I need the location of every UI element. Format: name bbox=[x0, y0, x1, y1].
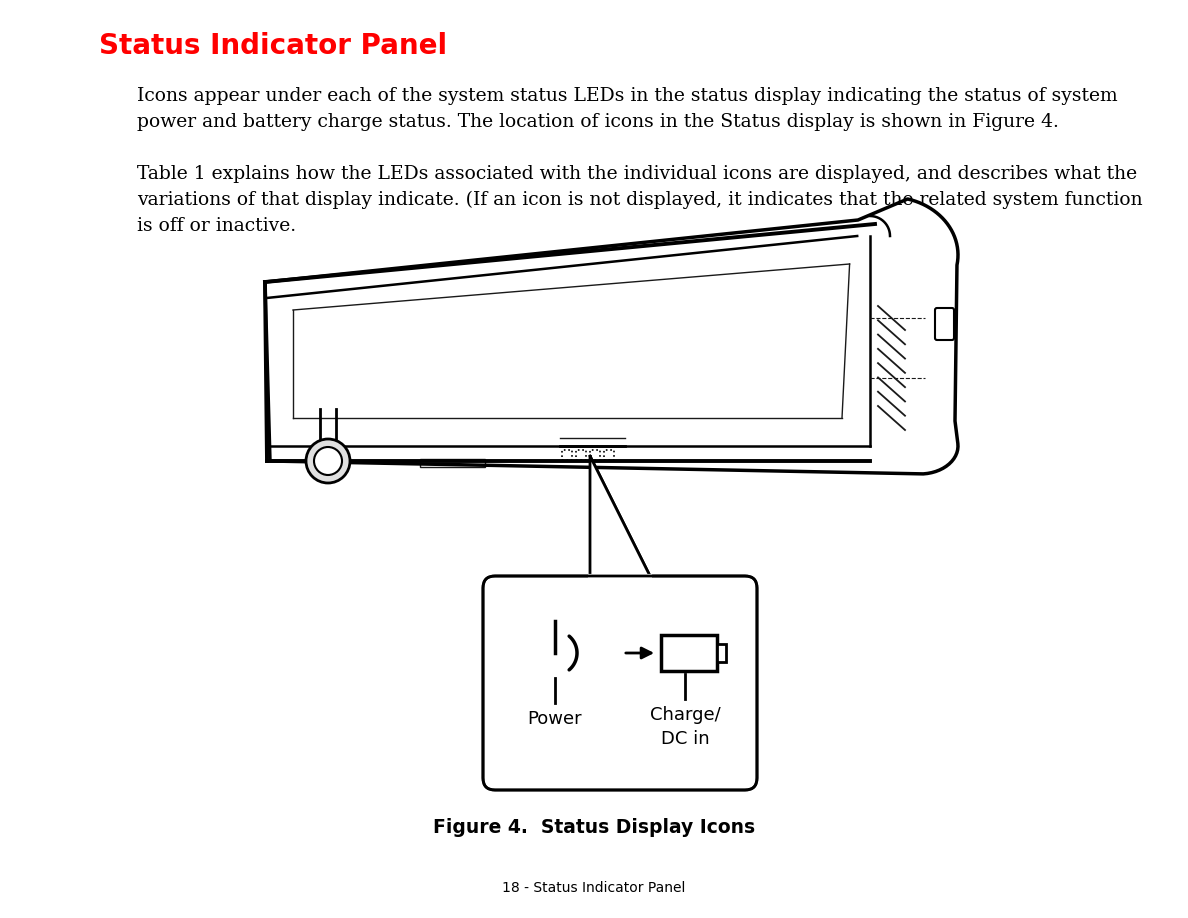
Circle shape bbox=[314, 447, 342, 475]
Bar bbox=[562, 450, 571, 460]
Bar bbox=[604, 450, 614, 460]
Text: 18 - Status Indicator Panel: 18 - Status Indicator Panel bbox=[503, 881, 685, 895]
Bar bbox=[590, 450, 600, 460]
Bar bbox=[718, 644, 726, 662]
Text: Charge/
DC in: Charge/ DC in bbox=[650, 706, 720, 747]
Text: Icons appear under each of the system status LEDs in the status display indicati: Icons appear under each of the system st… bbox=[137, 87, 1117, 131]
FancyBboxPatch shape bbox=[484, 576, 757, 790]
Bar bbox=[661, 635, 718, 671]
Polygon shape bbox=[590, 456, 650, 576]
FancyBboxPatch shape bbox=[935, 308, 954, 340]
Bar bbox=[576, 450, 586, 460]
Text: Figure 4.  Status Display Icons: Figure 4. Status Display Icons bbox=[432, 818, 756, 837]
Text: Status Indicator Panel: Status Indicator Panel bbox=[99, 32, 447, 61]
Text: Power: Power bbox=[527, 710, 582, 728]
Text: Table 1 explains how the LEDs associated with the individual icons are displayed: Table 1 explains how the LEDs associated… bbox=[137, 165, 1142, 235]
Circle shape bbox=[307, 439, 350, 483]
Bar bbox=[421, 459, 485, 467]
